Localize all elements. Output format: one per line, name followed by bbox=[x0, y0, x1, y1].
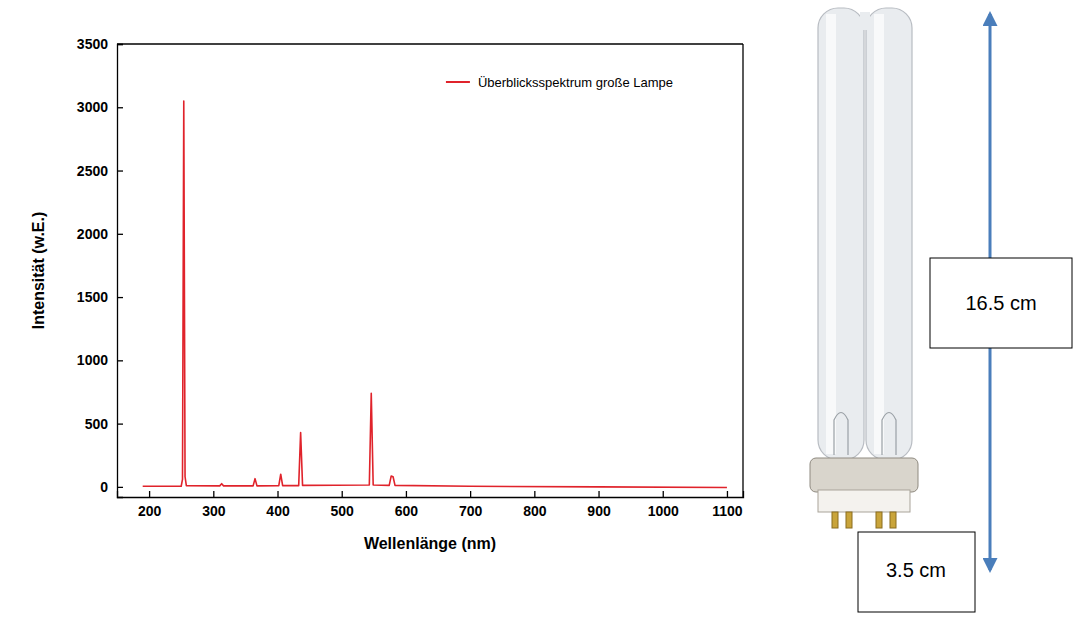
legend-entry: Überblicksspektrum große Lampe bbox=[446, 75, 673, 90]
x-tick: 700 bbox=[459, 491, 483, 519]
x-tick-label: 1100 bbox=[712, 503, 743, 519]
x-axis: 200 300 400 500 600 700 800 900 1000 1100 bbox=[118, 491, 744, 519]
plot-frame bbox=[117, 43, 743, 44]
y-tick: 1000 bbox=[77, 352, 123, 368]
figure: 200 300 400 500 600 700 800 900 1000 1100 0 500 1000… bbox=[0, 0, 1076, 617]
tube-highlight bbox=[874, 14, 884, 454]
x-tick: 1000 bbox=[648, 491, 679, 519]
x-tick-label: 300 bbox=[202, 503, 226, 519]
y-tick: 2500 bbox=[77, 163, 123, 179]
lamp-pin bbox=[832, 512, 838, 528]
x-tick: 300 bbox=[202, 491, 226, 519]
legend: Überblicksspektrum große Lampe bbox=[446, 75, 673, 90]
lamp-pin bbox=[846, 512, 852, 528]
x-tick-label: 800 bbox=[523, 503, 547, 519]
lamp-picture: 16.5 cm 3.5 cm bbox=[810, 8, 1072, 612]
y-tick-mark bbox=[117, 360, 123, 361]
y-tick-label: 2000 bbox=[77, 226, 108, 242]
x-tick: 200 bbox=[138, 491, 162, 519]
x-tick: 600 bbox=[395, 491, 419, 519]
y-tick-mark bbox=[117, 487, 123, 488]
tube-highlight bbox=[826, 14, 836, 454]
label-box bbox=[930, 258, 1072, 348]
y-tick: 3500 bbox=[77, 36, 123, 52]
lamp-tube bbox=[866, 8, 912, 460]
x-tick-mark bbox=[470, 491, 471, 497]
x-axis-title: Wellenlänge (nm) bbox=[364, 535, 496, 552]
y-tick-label: 2500 bbox=[77, 163, 108, 179]
y-tick: 500 bbox=[85, 416, 123, 432]
x-tick-label: 200 bbox=[138, 503, 162, 519]
y-tick-mark bbox=[117, 297, 123, 298]
x-tick-mark bbox=[406, 491, 407, 497]
x-tick-mark bbox=[598, 491, 599, 497]
y-axis: 0 500 1000 1500 2000 2500 3000 3500 bbox=[77, 36, 123, 498]
lamp-pin bbox=[890, 512, 896, 528]
x-tick: 900 bbox=[587, 491, 611, 519]
x-tick-label: 1000 bbox=[648, 503, 679, 519]
x-tick-mark bbox=[277, 491, 278, 497]
filament bbox=[834, 413, 848, 456]
x-tick: 1100 bbox=[712, 491, 743, 519]
x-tick-label: 900 bbox=[587, 503, 611, 519]
y-tick-label: 1500 bbox=[77, 289, 108, 305]
x-tick-mark bbox=[663, 491, 664, 497]
filament bbox=[882, 413, 896, 456]
y-axis-line bbox=[118, 45, 124, 498]
x-tick: 800 bbox=[523, 491, 547, 519]
y-axis-title: Intensität (w.E.) bbox=[30, 212, 47, 330]
spectrum-line bbox=[143, 101, 727, 488]
x-axis-line bbox=[118, 491, 744, 498]
tube-bridge bbox=[860, 12, 870, 30]
x-tick-label: 400 bbox=[266, 503, 290, 519]
x-tick-mark bbox=[213, 491, 214, 497]
y-tick: 3000 bbox=[77, 99, 123, 115]
x-tick-label: 500 bbox=[331, 503, 355, 519]
y-tick-label: 0 bbox=[100, 479, 108, 495]
base-label: 3.5 cm bbox=[886, 559, 946, 581]
lamp-base bbox=[818, 490, 910, 512]
y-tick: 0 bbox=[100, 479, 123, 495]
y-tick: 2000 bbox=[77, 226, 123, 242]
lamp-collar bbox=[810, 458, 918, 492]
y-tick-label: 3000 bbox=[77, 99, 108, 115]
legend-swatch bbox=[446, 81, 470, 83]
y-tick-mark bbox=[117, 234, 123, 235]
y-tick-mark bbox=[117, 423, 123, 424]
x-tick-mark bbox=[727, 491, 728, 497]
y-tick-mark bbox=[117, 170, 123, 171]
y-tick-mark bbox=[117, 107, 123, 108]
y-tick-label: 500 bbox=[85, 416, 109, 432]
x-tick-mark bbox=[149, 491, 150, 497]
y-tick: 1500 bbox=[77, 289, 123, 305]
y-tick-label: 1000 bbox=[77, 352, 108, 368]
x-tick-label: 600 bbox=[395, 503, 419, 519]
x-tick: 500 bbox=[331, 491, 355, 519]
label-box bbox=[858, 532, 975, 612]
legend-label: Überblicksspektrum große Lampe bbox=[478, 75, 673, 90]
lamp-pin bbox=[876, 512, 882, 528]
x-tick-label: 700 bbox=[459, 503, 483, 519]
x-tick-mark bbox=[342, 491, 343, 497]
plot-area bbox=[143, 101, 727, 488]
lamp-tube bbox=[818, 8, 864, 460]
x-tick: 400 bbox=[266, 491, 290, 519]
plot-frame bbox=[742, 44, 743, 497]
y-tick-label: 3500 bbox=[77, 36, 108, 52]
x-tick-mark bbox=[534, 491, 535, 497]
length-label: 16.5 cm bbox=[965, 292, 1036, 314]
